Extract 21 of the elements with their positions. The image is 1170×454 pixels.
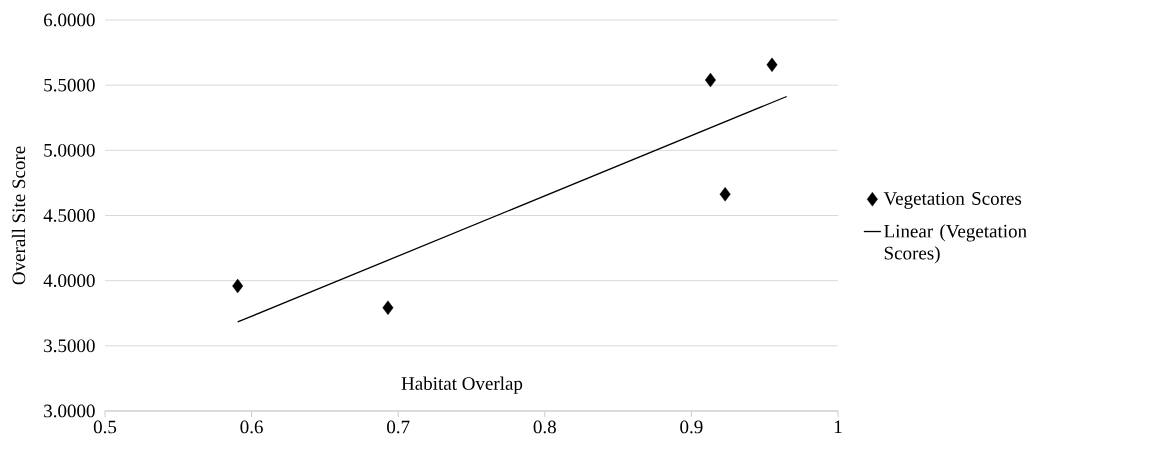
point [766,57,778,73]
y-tick-label: 5.0000 [44,143,95,157]
point [719,187,731,202]
y-tick-label: 6.0000 [44,13,95,27]
x-tick-label: 0.8 [533,420,556,434]
y-tick-label: 3.5000 [44,339,95,353]
y-tick-label: 4.5000 [43,209,95,222]
legend-label: Linear (Vegetation Scores) [884,224,1027,264]
x-tick-label: 0.7 [387,420,410,434]
point [232,278,244,294]
legend-label: Vegetation Scores [883,192,1022,209]
x-tick-label: 0.5 [93,420,117,434]
x-tick-label: 1 [834,420,842,434]
x-tick-label: 0.6 [240,420,263,434]
x-axis-title: Habitat Overlap [401,376,523,394]
x-tick-label: 0.9 [680,420,703,434]
y-tick-label: 5.5000 [44,78,95,92]
y-axis-title: Overall Site Score [11,146,26,285]
point [382,300,394,315]
y-tick-label: 4.0000 [43,274,95,288]
y-tick-label: 3.0000 [44,404,95,418]
